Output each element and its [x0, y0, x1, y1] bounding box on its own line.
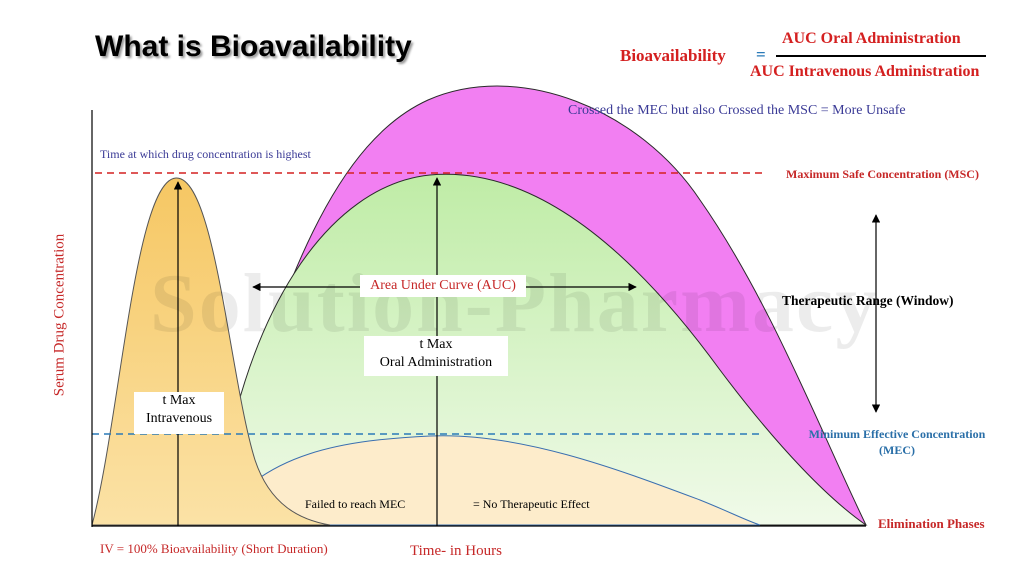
x-axis-label: Time- in Hours: [410, 543, 502, 559]
iv-tmax-line2: Intravenous: [145, 411, 213, 426]
elimination-label: Elimination Phases: [878, 516, 985, 531]
oral-tmax-box: t Max Oral Administration: [364, 336, 508, 376]
subtherapeutic-curve: [214, 435, 761, 526]
formula-numerator: AUC Oral Administration: [782, 30, 961, 47]
therapeutic-range-label: Therapeutic Range (Window): [782, 293, 954, 308]
iv-tmax-box: t Max Intravenous: [134, 392, 224, 434]
msc-label: Maximum Safe Concentration (MSC): [786, 167, 979, 181]
unsafe-note: Crossed the MEC but also Crossed the MSC…: [568, 103, 906, 118]
mec-label: Minimum Effective Concentration (MEC): [808, 427, 986, 457]
formula-denominator: AUC Intravenous Administration: [750, 63, 980, 80]
peak-note: Time at which drug concentration is high…: [100, 147, 311, 161]
failed-mec-label: Failed to reach MEC: [305, 497, 406, 511]
page-title: What is Bioavailability: [95, 30, 412, 63]
oral-tmax-line1: t Max: [419, 337, 453, 352]
iv-note: IV = 100% Bioavailability (Short Duratio…: [100, 541, 328, 556]
fraction-bar: [776, 55, 986, 57]
no-effect-label: = No Therapeutic Effect: [473, 497, 590, 511]
auc-label: Area Under Curve (AUC): [360, 275, 526, 297]
formula-label: Bioavailability: [620, 46, 726, 65]
iv-tmax-line1: t Max: [162, 393, 196, 408]
watermark: Solution-Pharmacy: [150, 257, 880, 350]
iv-curve: [91, 177, 331, 526]
oral-auc-curve: [214, 173, 868, 526]
y-axis-label: Serum Drug Concentration: [51, 233, 68, 397]
oral-tmax-line2: Oral Administration: [379, 355, 493, 370]
formula-equals: =: [756, 45, 766, 64]
